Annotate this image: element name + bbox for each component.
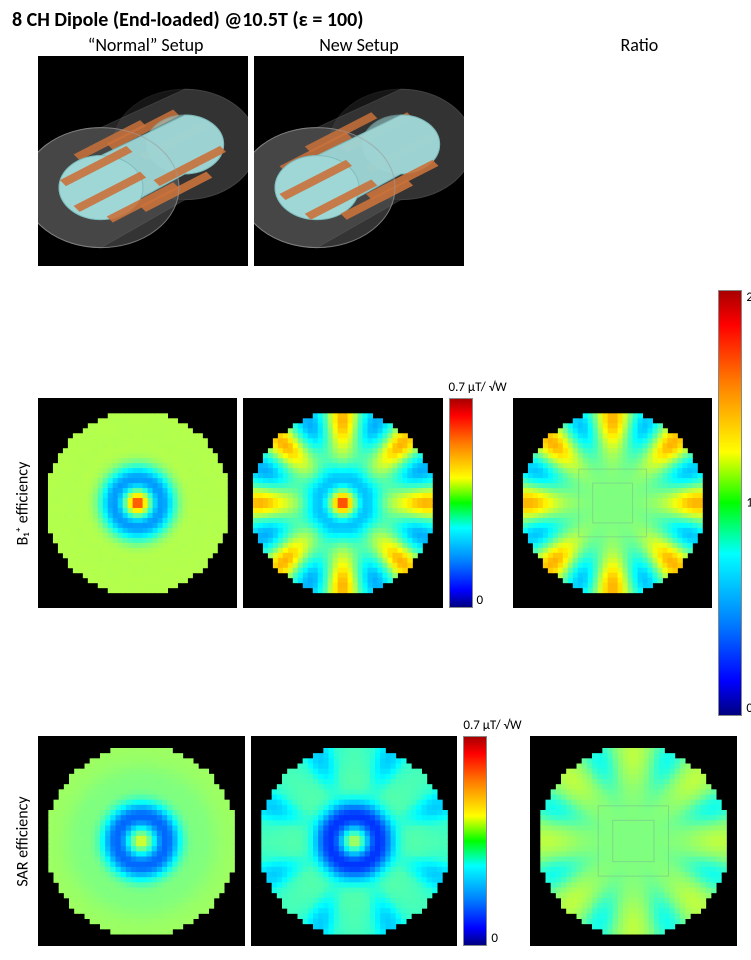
colorbar-ratio-mid: 1 xyxy=(746,496,751,511)
row-sar: SAR efficiency 0.7 µT/ √W 0 xyxy=(8,736,743,946)
col-header-new: New Setup xyxy=(255,34,462,56)
panel-sar-new xyxy=(251,736,458,946)
panel-sar-ratio xyxy=(530,736,737,946)
figure-grid: B₁⁺ efficiency 0.7 µT/ √W 0 2 1 0 SAR ef… xyxy=(8,56,743,952)
col-header-normal: “Normal” Setup xyxy=(42,34,249,56)
colorbar-sar-top-label: 0.7 µT/ √W xyxy=(463,718,521,733)
col-header-ratio: Ratio xyxy=(536,34,743,56)
panel-3d-normal xyxy=(38,56,248,266)
colorbar-ratio: 2 1 0 xyxy=(718,290,743,716)
colorbar-b1-bottom-label: 0 xyxy=(477,593,484,608)
panel-b1-new xyxy=(243,398,442,608)
panel-b1-ratio xyxy=(513,398,712,608)
column-headers: “Normal” Setup New Setup Ratio xyxy=(8,34,743,56)
row-3d xyxy=(8,56,743,266)
colorbar-ratio-top: 2 xyxy=(746,290,751,305)
row-label-sar: SAR efficiency xyxy=(8,736,38,946)
row-label-blank xyxy=(8,56,38,266)
colorbar-ratio-gradient xyxy=(718,290,742,716)
row-label-b1: B₁⁺ efficiency xyxy=(8,398,38,608)
panel-3d-new xyxy=(254,56,464,266)
colorbar-b1-gradient xyxy=(449,398,473,608)
colorbar-b1-top-label: 0.7 µT/ √W xyxy=(449,380,507,395)
colorbar-b1: 0.7 µT/ √W 0 xyxy=(449,398,474,608)
colorbar-ratio-bot: 0 xyxy=(746,701,751,716)
figure-title: 8 CH Dipole (End-loaded) @10.5T (ε = 100… xyxy=(8,8,743,32)
panel-sar-normal xyxy=(38,736,245,946)
row-b1: B₁⁺ efficiency 0.7 µT/ √W 0 2 1 0 xyxy=(8,290,743,716)
colorbar-sar: 0.7 µT/ √W 0 xyxy=(463,736,489,946)
colorbar-sar-bottom-label: 0 xyxy=(491,931,498,946)
panel-b1-normal xyxy=(38,398,237,608)
colorbar-sar-gradient xyxy=(463,736,487,946)
